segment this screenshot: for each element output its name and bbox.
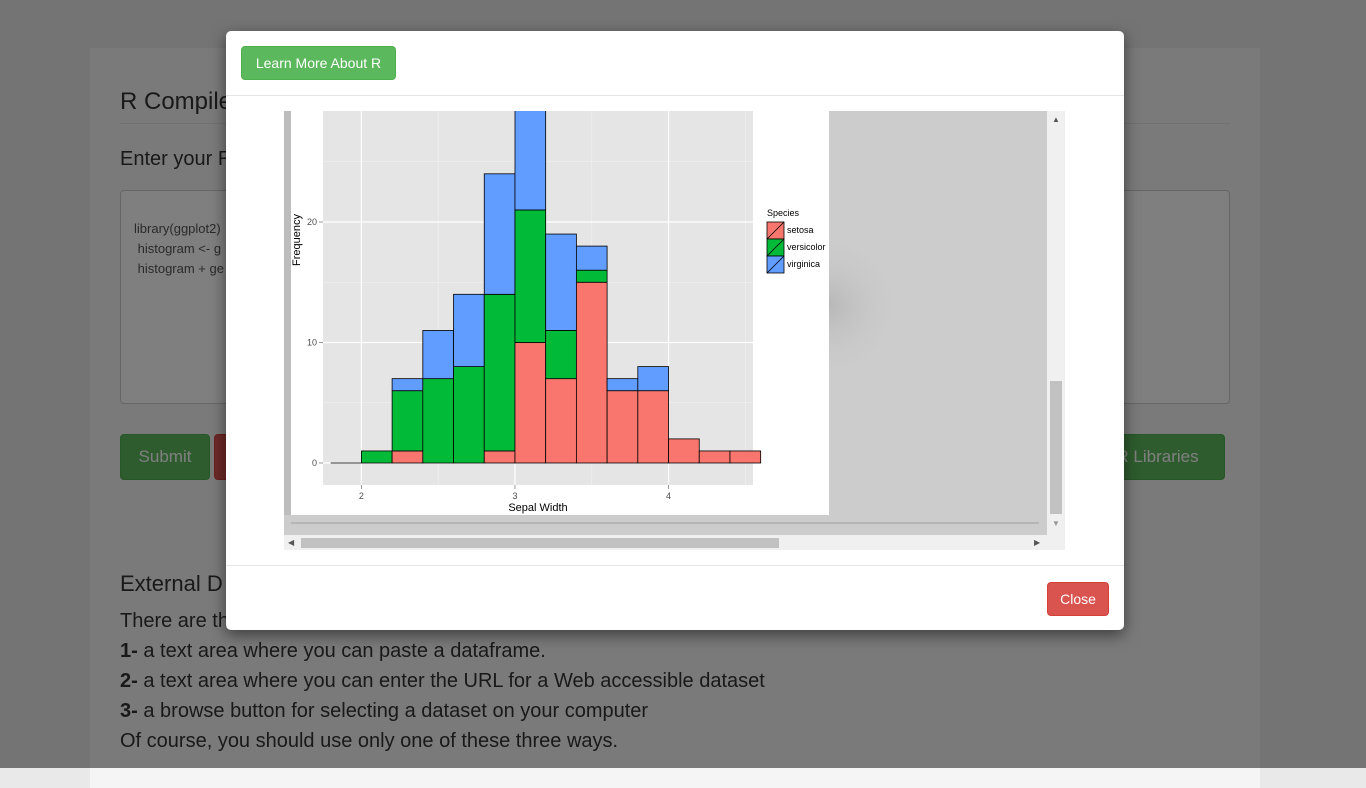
histogram-bar-setosa (483, 450, 516, 464)
x-tick-label: 4 (666, 491, 671, 501)
legend-title: Species (767, 208, 800, 218)
histogram-bar-setosa (637, 390, 669, 464)
y-tick-label: 10 (307, 338, 317, 348)
vertical-scrollbar[interactable]: ▲ ▼ (1047, 111, 1065, 535)
histogram-bar-virginica (575, 245, 608, 271)
scroll-up-icon[interactable]: ▲ (1052, 115, 1060, 124)
horizontal-scrollbar[interactable]: ◀ ▶ (284, 535, 1065, 550)
histogram-bar-virginica (514, 111, 547, 211)
y-tick-label: 0 (312, 458, 317, 468)
y-tick-label: 20 (307, 217, 317, 227)
legend-label-versicolor: versicolor (787, 242, 826, 252)
histogram-bar-virginica (453, 293, 485, 368)
axes: 2 3 4 0 10 20 (307, 217, 671, 501)
viewer-left-edge (284, 111, 291, 515)
x-axis-title: Sepal Width (508, 502, 567, 514)
histogram-bar-setosa (606, 390, 639, 464)
histogram-bar-virginica (606, 378, 639, 392)
histogram-bar-setosa (729, 450, 762, 464)
legend-label-setosa: setosa (787, 225, 814, 235)
histogram-bar-virginica (422, 330, 454, 380)
histogram-bar-versicolor (391, 390, 424, 452)
modal-footer: Close (226, 565, 1124, 630)
histogram-bar-setosa (575, 281, 608, 464)
histogram-bar-setosa (514, 342, 547, 464)
y-axis-title: Frequency (291, 214, 303, 266)
histogram-bar-setosa (698, 450, 731, 464)
scroll-left-icon[interactable]: ◀ (288, 538, 295, 547)
histogram-bar-virginica (391, 378, 424, 392)
histogram-bar-versicolor (483, 293, 516, 452)
histogram-bar-versicolor (453, 366, 485, 464)
histogram-bar-setosa (545, 378, 577, 464)
histogram-bar-virginica (637, 366, 669, 392)
x-tick-label: 3 (512, 491, 517, 501)
histogram-bar-setosa (391, 450, 424, 464)
legend-key-slash (766, 221, 785, 240)
histogram-bar-setosa (668, 438, 700, 464)
histogram-chart: 2 3 4 0 10 20 Sepal Width Frequency Species s… (284, 111, 1047, 535)
legend: Species setosa versicolor virginica (766, 208, 826, 274)
x-tick-label: 2 (359, 491, 364, 501)
histogram-bar-virginica (545, 233, 577, 331)
histogram-bar-versicolor (545, 330, 577, 380)
histogram-bar-versicolor (360, 450, 393, 464)
learn-more-button[interactable]: Learn More About R (241, 46, 396, 80)
legend-label-virginica: virginica (787, 259, 820, 269)
viewer-inner-scroll-line (291, 522, 1039, 524)
plot-modal: Learn More About R 2 3 4 0 10 20 Sepal Width … (226, 31, 1124, 630)
histogram-bar-virginica (483, 173, 516, 295)
legend-key-slash (766, 255, 785, 274)
modal-header: Learn More About R (226, 31, 1124, 96)
scroll-down-icon[interactable]: ▼ (1052, 519, 1060, 528)
histogram-bars (330, 111, 762, 464)
histogram-bar-versicolor (422, 378, 454, 464)
vertical-scroll-thumb[interactable] (1050, 381, 1062, 514)
legend-key-slash (766, 238, 785, 257)
scroll-right-icon[interactable]: ▶ (1034, 538, 1041, 547)
plot-viewer: 2 3 4 0 10 20 Sepal Width Frequency Species s… (284, 111, 1065, 550)
histogram-bar-versicolor (514, 209, 547, 343)
close-button[interactable]: Close (1047, 582, 1109, 616)
histogram-bar-versicolor (575, 269, 608, 283)
horizontal-scroll-thumb[interactable] (301, 538, 779, 548)
viewer-bottom-fill (284, 515, 1047, 535)
